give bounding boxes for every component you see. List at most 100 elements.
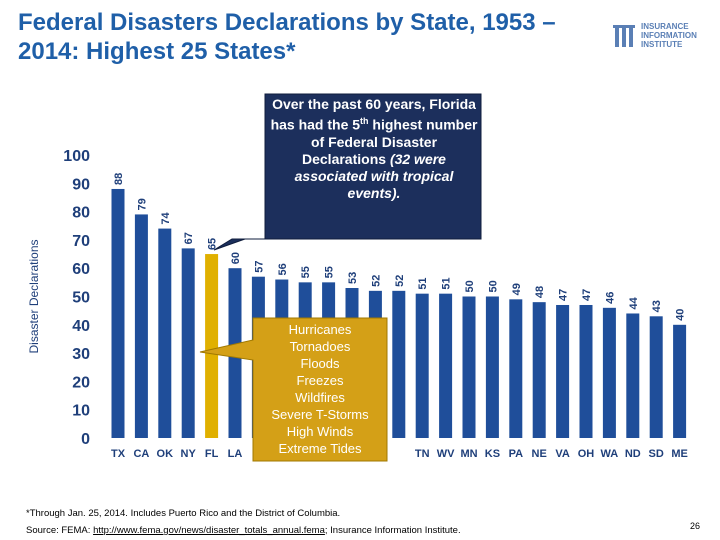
value-label: 55 — [300, 266, 312, 278]
y-tick-label: 40 — [72, 318, 90, 335]
y-tick-label: 50 — [72, 290, 90, 307]
value-label: 50 — [464, 280, 476, 292]
x-tick-label: KS — [485, 448, 500, 460]
logo-icon — [613, 24, 635, 47]
bar — [485, 296, 499, 438]
bar — [532, 302, 546, 438]
y-tick-label: 100 — [63, 148, 90, 165]
value-label: 47 — [581, 289, 593, 301]
value-label: 44 — [628, 296, 640, 309]
page-number: 26 — [690, 521, 701, 531]
logo-line: INSTITUTE — [641, 40, 683, 49]
bar — [579, 304, 593, 438]
callout-text: (32 were associated with tropical events… — [294, 150, 454, 201]
value-label: 55 — [324, 266, 336, 278]
callout-text: Over the past 60 years, Florida has had … — [270, 96, 476, 133]
value-label: 57 — [253, 260, 265, 272]
bar — [626, 313, 640, 438]
callout-text: highest number of Federal Disaster Decla… — [302, 116, 478, 167]
hazard: Tornadoes — [289, 339, 351, 354]
bar — [509, 299, 523, 438]
value-label: 46 — [604, 292, 616, 304]
value-label: 43 — [651, 300, 663, 312]
value-label: 60 — [230, 252, 242, 264]
bar — [158, 228, 172, 438]
bar — [649, 316, 663, 438]
bar — [392, 290, 406, 438]
hazard: Freezes — [296, 373, 344, 388]
x-tick-label: SD — [649, 448, 664, 460]
value-label: 52 — [370, 275, 382, 287]
bar — [673, 324, 687, 438]
value-label: 49 — [511, 283, 523, 295]
bar — [205, 254, 219, 438]
footnotes: *Through Jan. 25, 2014. Includes Puerto … — [26, 505, 461, 539]
x-tick-label: WV — [437, 448, 455, 460]
source-link[interactable]: http://www.fema.gov/news/disaster_totals… — [93, 525, 325, 536]
y-tick-label: 60 — [72, 261, 90, 278]
x-tick-label: ME — [671, 448, 688, 460]
source: Source: FEMA: http://www.fema.gov/news/d… — [26, 522, 461, 539]
value-label: 51 — [417, 277, 429, 289]
value-label: 48 — [534, 286, 546, 298]
x-tick-label: NE — [532, 448, 547, 460]
logo: INSURANCE INFORMATION INSTITUTE — [613, 22, 697, 49]
value-label: 56 — [277, 263, 289, 275]
y-tick-label: 80 — [72, 205, 90, 222]
hazard: Floods — [300, 356, 340, 371]
chart-title: Federal Disasters Declarations by State,… — [18, 9, 556, 65]
x-tick-label: LA — [228, 448, 243, 460]
y-tick-label: 70 — [72, 233, 90, 250]
value-label: 67 — [183, 232, 195, 244]
x-tick-label: OK — [157, 448, 174, 460]
x-tick-label: VA — [555, 448, 570, 460]
footnote: *Through Jan. 25, 2014. Includes Puerto … — [26, 508, 341, 519]
y-tick-label: 0 — [81, 431, 90, 448]
bar — [181, 248, 195, 438]
x-tick-label: TN — [415, 448, 430, 460]
value-label: 47 — [558, 289, 570, 301]
source-prefix: Source: FEMA: — [26, 525, 94, 536]
source-suffix: ; Insurance Information Institute. — [324, 525, 461, 536]
callout-sup: th — [360, 116, 369, 126]
hazard: Wildfires — [295, 390, 345, 405]
x-tick-label: CA — [133, 448, 149, 460]
x-tick-label: MN — [460, 448, 477, 460]
bar — [462, 296, 476, 438]
value-label: 74 — [160, 211, 172, 224]
y-axis-label: Disaster Declarations — [27, 239, 41, 353]
value-label: 53 — [347, 272, 359, 284]
y-tick-label: 20 — [72, 374, 90, 391]
bar — [602, 307, 616, 438]
bar — [439, 293, 453, 438]
callout-shape — [199, 317, 388, 462]
x-tick-label: OH — [578, 448, 595, 460]
value-label: 40 — [675, 309, 687, 321]
logo-text: INSURANCE INFORMATION INSTITUTE — [641, 22, 697, 49]
hazard: Severe T-Storms — [271, 407, 369, 422]
value-label: 51 — [441, 277, 453, 289]
logo-line: INSURANCE — [641, 22, 689, 31]
florida-callout: Over the past 60 years, Florida has had … — [268, 96, 480, 202]
x-tick-label: NY — [181, 448, 197, 460]
bar — [111, 188, 125, 438]
bar — [415, 293, 429, 438]
logo-line: INFORMATION — [641, 31, 697, 40]
hazard: Hurricanes — [288, 322, 352, 337]
x-tick-label: WA — [601, 448, 619, 460]
value-label: 65 — [207, 238, 219, 250]
y-tick-label: 30 — [72, 346, 90, 363]
x-tick-label: ND — [625, 448, 641, 460]
x-tick-label: FL — [205, 448, 219, 460]
hazard: Extreme Tides — [278, 441, 362, 456]
value-label: 52 — [394, 275, 406, 287]
bar — [556, 304, 570, 438]
value-label: 50 — [487, 280, 499, 292]
value-label: 88 — [113, 173, 125, 185]
x-tick-label: PA — [509, 448, 524, 460]
callout-shape — [213, 93, 482, 251]
x-tick-label: TX — [111, 448, 126, 460]
bar — [134, 214, 148, 438]
